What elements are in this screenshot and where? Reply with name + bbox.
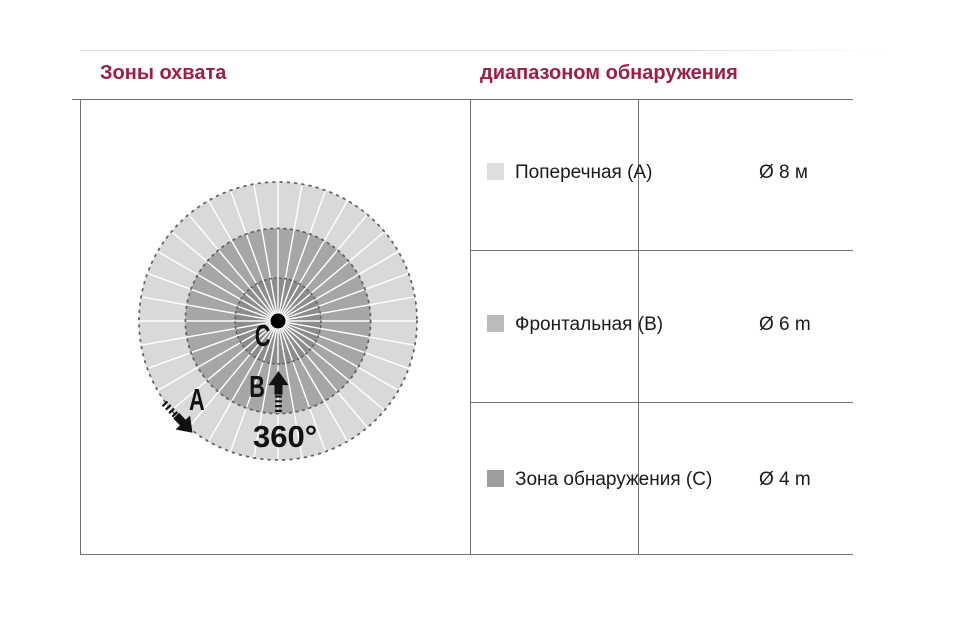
svg-text:A: A [189,382,205,417]
svg-text:C: C [255,318,271,353]
svg-text:B: B [249,369,265,404]
svg-text:360°: 360° [253,419,317,454]
